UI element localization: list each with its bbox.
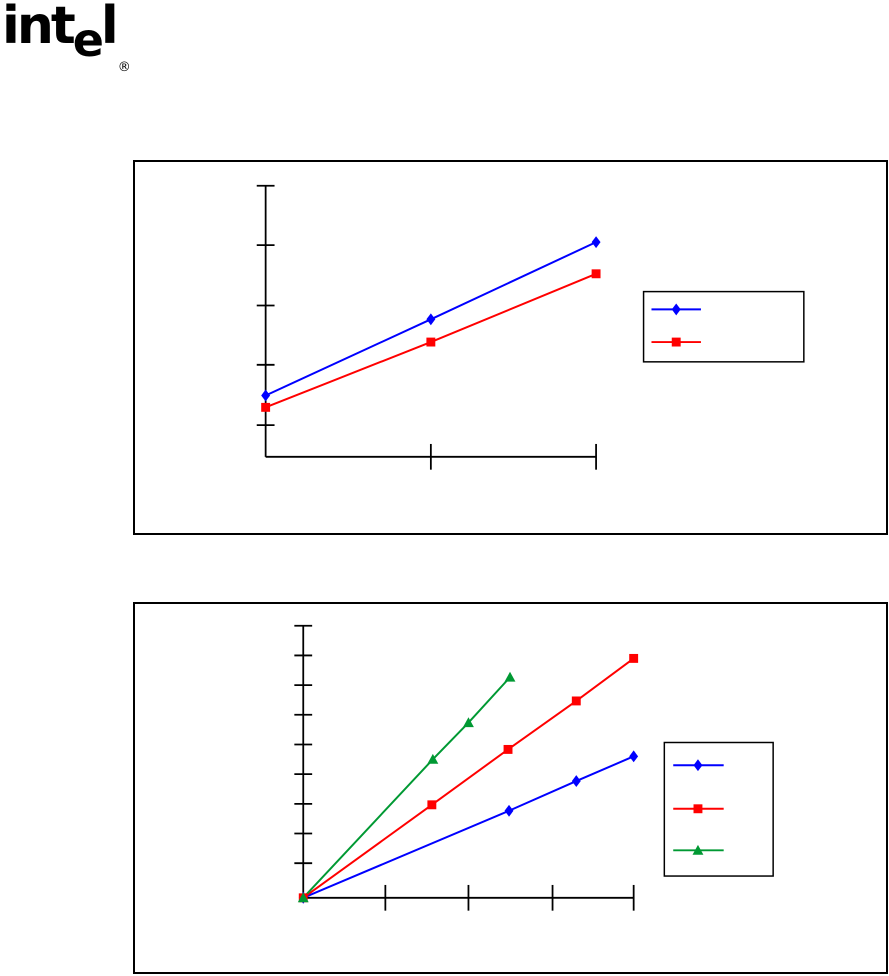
series-marker-square xyxy=(503,744,513,754)
legend-box xyxy=(642,290,805,363)
series-marker-diamond xyxy=(591,236,601,249)
line-chart-bottom xyxy=(294,624,774,911)
series-marker-triangle xyxy=(427,753,439,764)
series-marker-square xyxy=(629,653,639,663)
series-marker-square xyxy=(426,337,436,347)
intel-logo: intel ® xyxy=(2,0,131,74)
legend-marker-square xyxy=(671,337,681,347)
figure-box-top xyxy=(133,160,888,535)
series-marker-diamond xyxy=(504,804,514,817)
series-marker-triangle xyxy=(504,671,516,682)
series-marker-square xyxy=(261,402,271,412)
series-marker-diamond xyxy=(261,389,271,402)
figure-box-bottom xyxy=(133,602,888,974)
series-marker-square xyxy=(591,269,601,279)
legend-marker-square xyxy=(693,804,703,814)
series-marker-diamond xyxy=(426,313,436,326)
logo-text-l: l xyxy=(100,0,119,56)
series-marker-square xyxy=(427,800,437,810)
legend-marker-diamond xyxy=(671,303,681,316)
series-marker-triangle xyxy=(463,717,474,728)
series-marker-square xyxy=(571,696,581,706)
series-marker-triangle xyxy=(297,892,309,903)
series-line-diamond xyxy=(302,755,635,899)
series-marker-diamond xyxy=(571,775,581,788)
series-marker-diamond xyxy=(629,750,639,763)
logo-text-int: int xyxy=(2,0,76,56)
logo-dropped-e: e xyxy=(72,13,104,67)
legend-marker-triangle xyxy=(692,844,704,855)
series-line-triangle xyxy=(302,676,511,899)
line-chart-top xyxy=(256,184,805,470)
registered-trademark-icon: ® xyxy=(117,60,131,75)
